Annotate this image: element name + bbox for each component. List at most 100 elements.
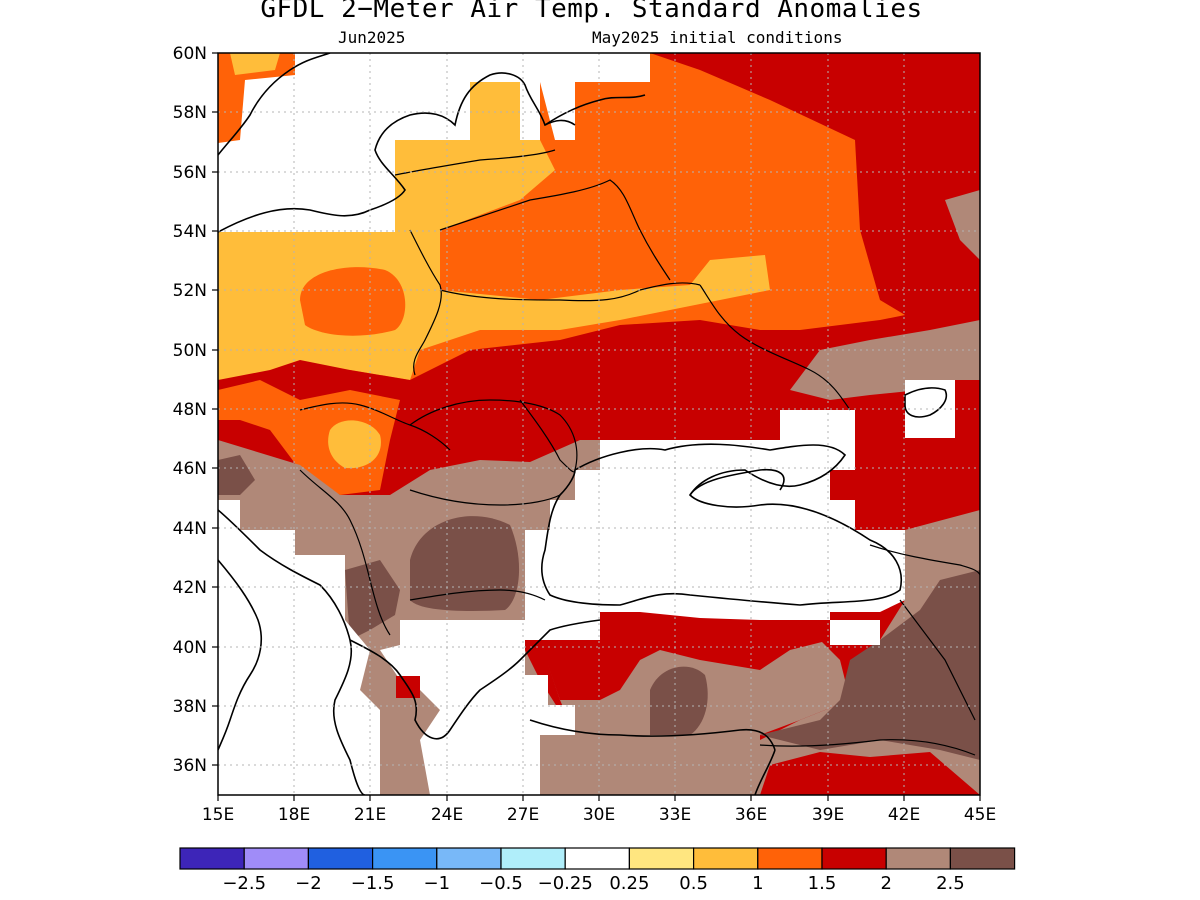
lon-label: 36E [735, 805, 767, 825]
lat-label: 46N [173, 459, 207, 479]
lon-label: 18E [278, 805, 310, 825]
region-white-italy [218, 500, 380, 795]
lon-label: 39E [812, 805, 844, 825]
region-white-caspian [905, 380, 955, 438]
colorbar-swatch [628, 847, 695, 870]
lat-label: 52N [173, 281, 207, 301]
border-syria [759, 739, 976, 756]
colorbar-label: 2 [880, 873, 891, 894]
region-light-orange-hungary [328, 420, 381, 469]
border-poland-east [409, 229, 442, 376]
border-romania-south [409, 489, 561, 506]
region-orange-poland [300, 267, 406, 336]
lat-label: 54N [173, 222, 207, 242]
map-title: GFDL 2−Meter Air Temp. Standard Anomalie… [260, 0, 923, 24]
anomaly-field [218, 53, 980, 795]
colorbar-swatch [821, 847, 887, 870]
region-white-gap-east [830, 620, 880, 645]
lat-label: 60N [173, 44, 207, 64]
lat-label: 50N [173, 341, 207, 361]
region-brown-adriatic [345, 560, 400, 640]
sweden-coast [218, 53, 331, 156]
aegean-coast [349, 619, 601, 740]
azov-sea-coast [689, 468, 785, 496]
lon-label: 24E [431, 805, 463, 825]
colorbar-label: −2.5 [222, 873, 266, 894]
lon-label: 27E [507, 805, 539, 825]
region-white-aegean [380, 620, 575, 795]
colorbar-label: −2 [295, 873, 322, 894]
coastlines [218, 53, 948, 795]
region-red-levant [760, 752, 980, 795]
colorbar-labels: −2.5 −2 −1.5 −1 −0.5 −0.25 0.25 0.5 1 1.5 2 2.5 [222, 873, 964, 894]
region-white-baltic [218, 53, 650, 232]
lat-label: 48N [173, 400, 207, 420]
lat-label: 38N [173, 697, 207, 717]
gridlines [218, 53, 980, 795]
lon-label: 21E [354, 805, 386, 825]
border-bulgaria [409, 589, 546, 601]
region-red-northeast [650, 53, 980, 360]
border-balkans-west [299, 469, 391, 636]
colorbar-swatch [179, 847, 245, 870]
lat-label: 42N [173, 578, 207, 598]
lon-label: 30E [583, 805, 615, 825]
lon-label: 45E [964, 805, 996, 825]
region-light-orange-scandinavia [230, 53, 280, 75]
colorbar-label: −0.25 [538, 873, 593, 894]
forecast-month: Jun2025 [338, 28, 406, 47]
border-belarus [439, 179, 671, 281]
lat-label: 44N [173, 519, 207, 539]
colorbar-swatch [436, 847, 502, 870]
initial-conditions-label: May2025 initial conditions [592, 28, 843, 47]
colorbar-label: −0.5 [479, 873, 523, 894]
levant-coast [754, 749, 776, 795]
region-white-sweden-strip [520, 82, 540, 140]
colorbar-label: 1.5 [808, 873, 837, 894]
lat-label: 36N [173, 756, 207, 776]
border-caucasus [869, 544, 980, 576]
lat-label: 58N [173, 103, 207, 123]
lat-label: 56N [173, 163, 207, 183]
colorbar-label: 0.25 [609, 873, 649, 894]
region-brown-slovenia [218, 455, 255, 495]
border-baltics [394, 149, 556, 176]
lon-label: 15E [202, 805, 234, 825]
colorbar-swatch [372, 847, 438, 870]
baltic-coast [218, 72, 576, 233]
colorbar-swatch [692, 847, 759, 870]
colorbar-swatch [757, 847, 823, 870]
lon-labels: 15E 18E 21E 24E 27E 30E 33E 36E 39E 42E … [202, 805, 996, 825]
caspian-coast [904, 387, 948, 418]
lat-label: 40N [173, 638, 207, 658]
lon-label: 33E [659, 805, 691, 825]
black-sea-coast [540, 443, 902, 606]
border-turkey-east [899, 599, 976, 721]
colorbar-swatch [949, 847, 1016, 870]
border-ukraine-russia [699, 284, 851, 411]
colorbar-swatch [885, 847, 952, 870]
colorbar-label: 2.5 [936, 873, 965, 894]
region-red-anatolia-north [525, 612, 830, 700]
region-brown-east [760, 570, 980, 760]
turkey-south-coast [529, 719, 776, 751]
region-brown-balkans [410, 516, 520, 611]
colorbar-swatch [564, 847, 631, 870]
lon-label: 42E [888, 805, 920, 825]
colorbar-swatch [307, 847, 374, 870]
colorbar-label: −1 [424, 873, 451, 894]
gulf-of-finland [544, 94, 646, 126]
country-borders [299, 149, 980, 756]
region-brown-anatolia [650, 666, 708, 735]
axis-ticks [212, 52, 981, 801]
region-orange-scandinavia [218, 53, 295, 143]
colorbar-swatch [500, 847, 566, 870]
colorbar-label: 1 [752, 873, 763, 894]
colorbar-boxes [179, 847, 1016, 870]
border-moldova [519, 399, 576, 473]
lat-labels: 36N 38N 40N 42N 44N 46N 48N 50N 52N 54N … [173, 44, 207, 776]
colorbar-label: 0.5 [679, 873, 708, 894]
italy-coast [218, 559, 262, 751]
